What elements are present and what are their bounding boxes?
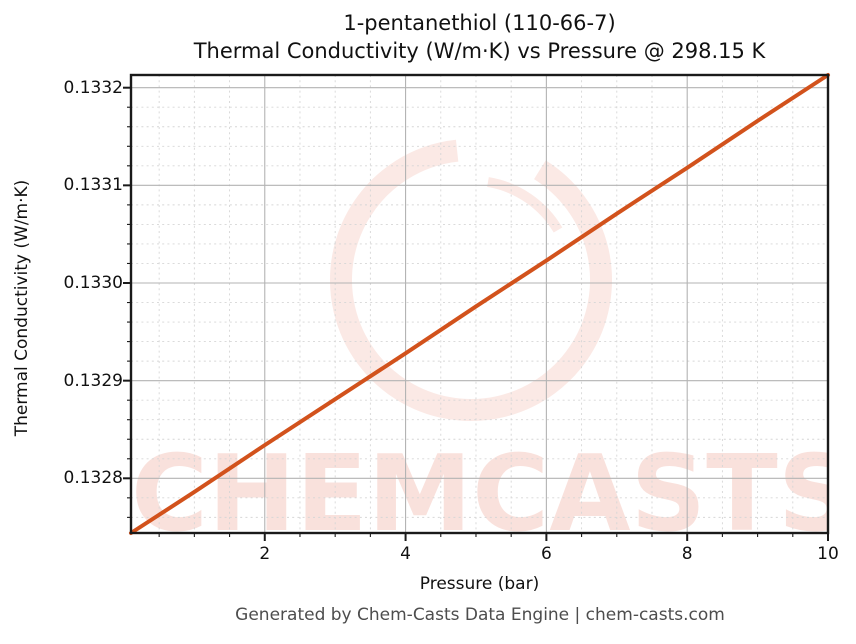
x-tick-label: 4 bbox=[400, 544, 411, 564]
y-tick-label: 0.1330 bbox=[63, 273, 123, 293]
chart-title: 1-pentanethiol (110-66-7) Thermal Conduc… bbox=[131, 9, 828, 65]
y-tick-label: 0.1331 bbox=[63, 175, 123, 196]
x-tick-label: 10 bbox=[817, 544, 839, 564]
x-axis-title: Pressure (bar) bbox=[419, 574, 540, 594]
y-axis-title: Thermal Conductivity (W/m·K) bbox=[12, 179, 32, 437]
plot-area: CHEMCASTS bbox=[131, 75, 828, 533]
y-tick-label: 0.1328 bbox=[63, 468, 123, 489]
x-tick-label: 2 bbox=[259, 544, 271, 564]
chart-title-line1: 1-pentanethiol (110-66-7) bbox=[343, 11, 616, 35]
watermark-text: CHEMCASTS bbox=[131, 433, 828, 534]
y-tick-label: 0.1332 bbox=[63, 77, 123, 98]
y-tick-label: 0.1329 bbox=[63, 370, 123, 391]
x-tick-label: 8 bbox=[681, 544, 693, 564]
footer-credit: Generated by Chem-Casts Data Engine | ch… bbox=[235, 605, 725, 625]
chart-title-line2: Thermal Conductivity (W/m·K) vs Pressure… bbox=[193, 39, 766, 63]
x-tick-label: 6 bbox=[540, 544, 552, 564]
